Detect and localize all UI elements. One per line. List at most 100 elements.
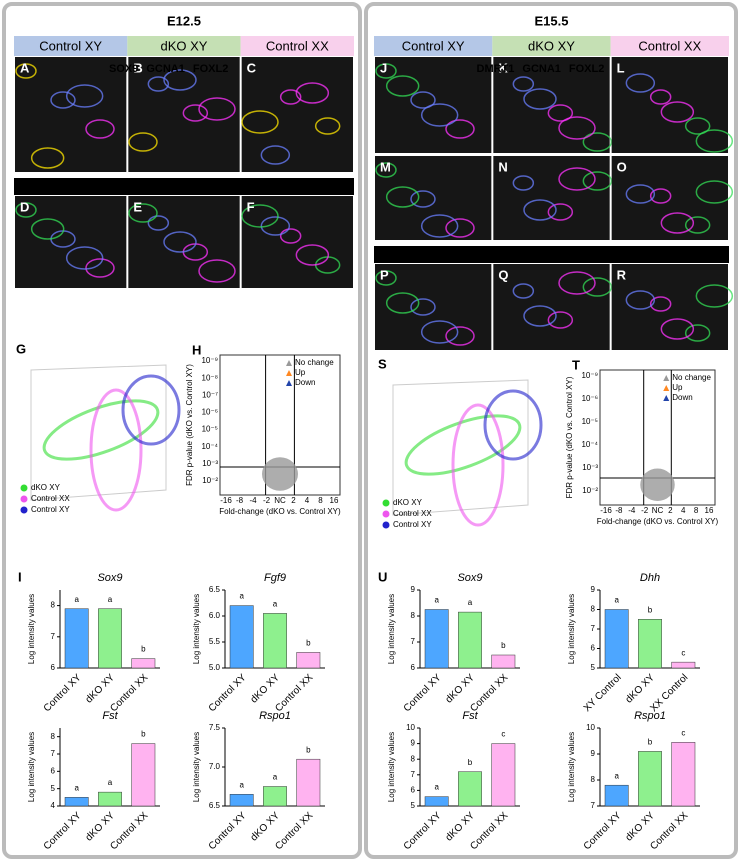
y-tick-label: 8 [51, 601, 56, 610]
tissue-structure [649, 188, 672, 204]
y-tick-label: 9 [591, 585, 596, 594]
x-tick-label: dKO XY [84, 672, 118, 706]
panel-letter: E [133, 199, 142, 214]
axis-label: Log intensity values [567, 732, 576, 802]
x-tick-label: dKO XY [249, 810, 283, 844]
significance-letter: a [108, 778, 113, 787]
significance-letter: b [141, 645, 146, 654]
y-tick-label: 7 [411, 637, 416, 646]
tissue-structure [684, 117, 711, 135]
x-tick-label: -16 [220, 496, 232, 505]
tissue-structure [547, 203, 574, 221]
x-tick-label: NC [652, 506, 664, 515]
x-tick-label: -16 [600, 506, 612, 515]
legend-label: Control XY [393, 520, 432, 529]
header-label: Control XY [39, 38, 102, 53]
tissue-structure [660, 101, 695, 123]
axis-label: Log intensity values [27, 732, 36, 802]
tissue-structure [128, 132, 158, 152]
y-tick-label: 10⁻⁶ [202, 408, 218, 417]
header-label: Control XY [402, 38, 465, 53]
header-label: dKO XY [161, 38, 208, 53]
micrograph [375, 264, 492, 350]
significance-letter: b [648, 738, 653, 747]
tissue-structure [582, 171, 613, 191]
panel-letter: Q [498, 267, 508, 282]
tissue-structure [241, 110, 279, 134]
y-tick-label: 6.0 [209, 611, 221, 620]
tissue-structure [445, 326, 475, 346]
tissue-structure [695, 180, 734, 204]
significance-letter: b [306, 745, 311, 754]
legend-marker [663, 375, 670, 381]
tissue-structure [684, 324, 711, 342]
x-tick-label: dKO XY [624, 810, 658, 844]
tissue-structure [198, 259, 236, 283]
tissue-structure [375, 270, 397, 286]
tissue-structure [163, 69, 197, 91]
tissue-structure [582, 277, 613, 297]
bar [491, 654, 516, 669]
y-tick-label: 9 [591, 749, 596, 758]
significance-letter: a [239, 780, 244, 789]
tissue-structure [279, 89, 302, 105]
tissue-structure [295, 244, 330, 266]
y-tick-label: 10⁻² [582, 486, 598, 495]
stain-label: FOXL2 [202, 181, 237, 193]
pca-cluster [121, 374, 181, 446]
x-tick-label: dKO XY [249, 672, 283, 706]
tissue-structure [65, 246, 104, 270]
y-tick-label: 4 [51, 801, 56, 810]
y-tick-label: 6 [411, 663, 416, 672]
significance-letter: b [468, 758, 473, 767]
x-tick-label: dKO XY [84, 810, 118, 844]
micrograph [611, 57, 728, 153]
tissue-structure [295, 82, 330, 104]
pca-cluster [483, 389, 543, 461]
point-cloud [262, 457, 298, 491]
x-tick-label: 8 [694, 506, 699, 515]
y-tick-label: 5 [51, 784, 56, 793]
significance-letter: a [273, 773, 278, 782]
stain-strip [14, 178, 354, 195]
x-tick-label: dKO XY [444, 810, 478, 844]
legend-dot [382, 499, 390, 507]
tissue-structure [649, 296, 672, 312]
micrograph [241, 57, 353, 172]
pca-cluster [42, 399, 160, 461]
x-tick-label: -4 [628, 506, 636, 515]
tissue-structure [695, 129, 734, 153]
bar [229, 794, 254, 807]
tissue-structure [660, 212, 695, 234]
significance-letter: c [681, 728, 685, 737]
x-tick-label: Control XY [402, 810, 444, 852]
bar [638, 751, 662, 807]
significance-letter: b [306, 639, 311, 648]
legend-label: Up [672, 383, 683, 392]
x-tick-label: Control XY [207, 672, 249, 714]
panel-letter: B [133, 60, 142, 75]
header-cell [14, 36, 128, 56]
volcano-frame [219, 354, 341, 496]
y-tick-label: 10⁻³ [202, 459, 218, 468]
y-tick-label: 7 [411, 770, 416, 779]
y-tick-label: 9 [411, 739, 416, 748]
tissue-structure [314, 117, 341, 135]
y-tick-label: 6.5 [209, 801, 221, 810]
y-tick-label: 10 [586, 723, 595, 732]
y-tick-label: 9 [411, 585, 416, 594]
y-tick-label: 10 [406, 723, 415, 732]
significance-letter: a [239, 592, 244, 601]
legend-marker [286, 360, 292, 366]
header-label: dKO XY [528, 38, 575, 53]
chart-title: Fgf9 [264, 572, 286, 584]
tissue-structure [547, 104, 574, 122]
bar [424, 609, 449, 669]
stain-label: FOXL2 [193, 63, 228, 75]
x-tick-label: 4 [681, 506, 686, 515]
y-tick-label: 8 [411, 754, 416, 763]
tissue-structure [65, 84, 104, 108]
panel-letter-dark: T [572, 357, 580, 372]
bar [491, 743, 516, 807]
